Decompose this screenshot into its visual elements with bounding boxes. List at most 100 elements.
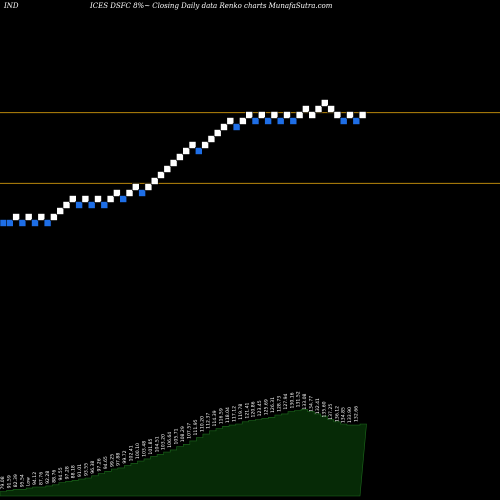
- renko-brick-54: [339, 117, 348, 125]
- chart-header-right: ICES DSFC 8%~ Closing Daily data Renko c…: [90, 2, 333, 10]
- renko-brick-16: [100, 201, 109, 209]
- renko-brick-37: [232, 123, 241, 131]
- volume-label-14: 96.38: [90, 461, 96, 474]
- volume-label-29: 107.57: [186, 423, 192, 439]
- renko-brick-40: [251, 117, 260, 125]
- volume-label-55: 132.66: [354, 406, 360, 422]
- renko-brick-24: [150, 177, 159, 185]
- renko-brick-27: [169, 159, 178, 167]
- renko-brick-28: [176, 153, 184, 161]
- volume-label-9: 94.55: [58, 467, 64, 480]
- volume-label-11: 88.18: [71, 465, 77, 478]
- volume-label-36: 117.12: [231, 406, 237, 422]
- volume-label-52: 136.12: [334, 406, 340, 422]
- volume-label-23: 101.85: [148, 438, 154, 454]
- renko-brick-11: [69, 195, 77, 203]
- volume-label-43: 128.73: [276, 396, 282, 412]
- renko-brick-7: [43, 219, 52, 227]
- renko-brick-1: [6, 219, 14, 227]
- volume-label-38: 121.41: [244, 402, 250, 418]
- renko-brick-35: [220, 123, 228, 131]
- reference-lines: [0, 112, 500, 184]
- renko-brick-52: [327, 105, 335, 113]
- volume-label-17: 99.25: [109, 454, 115, 467]
- renko-brick-19: [119, 195, 127, 203]
- renko-brick-12: [75, 201, 83, 209]
- volume-label-50: 135.60: [321, 401, 327, 417]
- renko-brick-29: [182, 147, 190, 155]
- volume-label-30: 111.95: [193, 419, 199, 435]
- volume-label-28: 108.29: [180, 426, 186, 442]
- renko-brick-56: [352, 117, 361, 125]
- renko-brick-34: [213, 129, 222, 137]
- volume-label-10: 97.28: [64, 466, 70, 479]
- renko-brick-48: [302, 105, 310, 113]
- volume-label-19: 99.72: [122, 450, 128, 463]
- renko-brick-33: [207, 135, 216, 143]
- volume-label-27: 105.71: [174, 428, 180, 444]
- renko-brick-23: [144, 183, 153, 191]
- renko-brick-25: [157, 171, 165, 179]
- renko-brick-5: [31, 219, 39, 227]
- renko-brick-39: [245, 111, 253, 119]
- renko-brick-2: [12, 213, 20, 221]
- renko-brick-43: [270, 111, 279, 119]
- volume-label-40: 123.45: [257, 400, 263, 416]
- renko-brick-18: [113, 189, 121, 197]
- volume-label-42: 126.31: [270, 397, 276, 413]
- renko-bricks: [0, 99, 367, 227]
- renko-brick-46: [289, 117, 298, 125]
- renko-brick-38: [239, 117, 247, 125]
- renko-brick-9: [56, 207, 65, 215]
- renko-brick-41: [257, 111, 266, 119]
- volume-label-15: 97.26: [96, 458, 102, 471]
- volume-label-8: 88.76: [51, 470, 57, 483]
- volume-label-2: 82.39: [13, 474, 19, 487]
- renko-brick-22: [138, 189, 146, 197]
- renko-brick-51: [320, 99, 329, 107]
- volume-label-0: 79.08: [0, 476, 6, 489]
- renko-brick-3: [18, 219, 27, 227]
- volume-label-18: 97.88: [116, 453, 122, 466]
- renko-brick-8: [50, 213, 58, 221]
- volume-label-1: 91.59: [6, 475, 12, 488]
- volume-label-20: 102.41: [129, 445, 135, 461]
- volume-label-6: 87.76: [39, 472, 45, 485]
- volume-label-22: 103.48: [141, 441, 147, 457]
- renko-brick-45: [283, 111, 291, 119]
- volume-label-7: 92.28: [45, 471, 51, 484]
- volume-label-47: 133.08: [302, 393, 308, 409]
- volume-label-3: 95.54: [19, 474, 25, 487]
- volume-label-13: 93.55: [84, 463, 90, 476]
- renko-brick-32: [201, 141, 209, 149]
- volume-label-34: 116.59: [219, 408, 225, 424]
- renko-brick-6: [37, 213, 46, 221]
- renko-brick-49: [308, 111, 317, 119]
- chart-header-left: IND: [4, 2, 19, 10]
- renko-brick-15: [94, 195, 102, 203]
- volume-label-33: 114.39: [212, 410, 218, 426]
- volume-label-53: 134.85: [341, 407, 347, 423]
- volume-label-31: 110.20: [199, 416, 205, 432]
- volume-area: [0, 409, 367, 497]
- renko-brick-42: [264, 117, 272, 125]
- volume-label-32: 112.37: [206, 413, 212, 429]
- renko-brick-13: [81, 195, 90, 203]
- renko-brick-0: [0, 219, 8, 227]
- volume-panel: 79.08 91.59 82.39 95.54 Low 94.12 87.76 92.28 88…: [0, 391, 367, 497]
- volume-label-51: 137.25: [328, 404, 334, 420]
- volume-label-48: 134.77: [309, 396, 315, 412]
- renko-brick-30: [188, 141, 197, 149]
- renko-brick-55: [346, 111, 354, 119]
- volume-label-35: 118.04: [225, 407, 231, 423]
- volume-label-5: 94.12: [32, 472, 38, 485]
- renko-brick-50: [314, 105, 323, 113]
- renko-brick-44: [276, 117, 285, 125]
- renko-brick-53: [333, 111, 342, 119]
- volume-label-24: 104.51: [154, 436, 160, 452]
- renko-brick-20: [125, 189, 134, 197]
- volume-label-4: Low: [26, 477, 32, 486]
- volume-label-37: 119.78: [238, 404, 244, 420]
- renko-brick-17: [106, 195, 115, 203]
